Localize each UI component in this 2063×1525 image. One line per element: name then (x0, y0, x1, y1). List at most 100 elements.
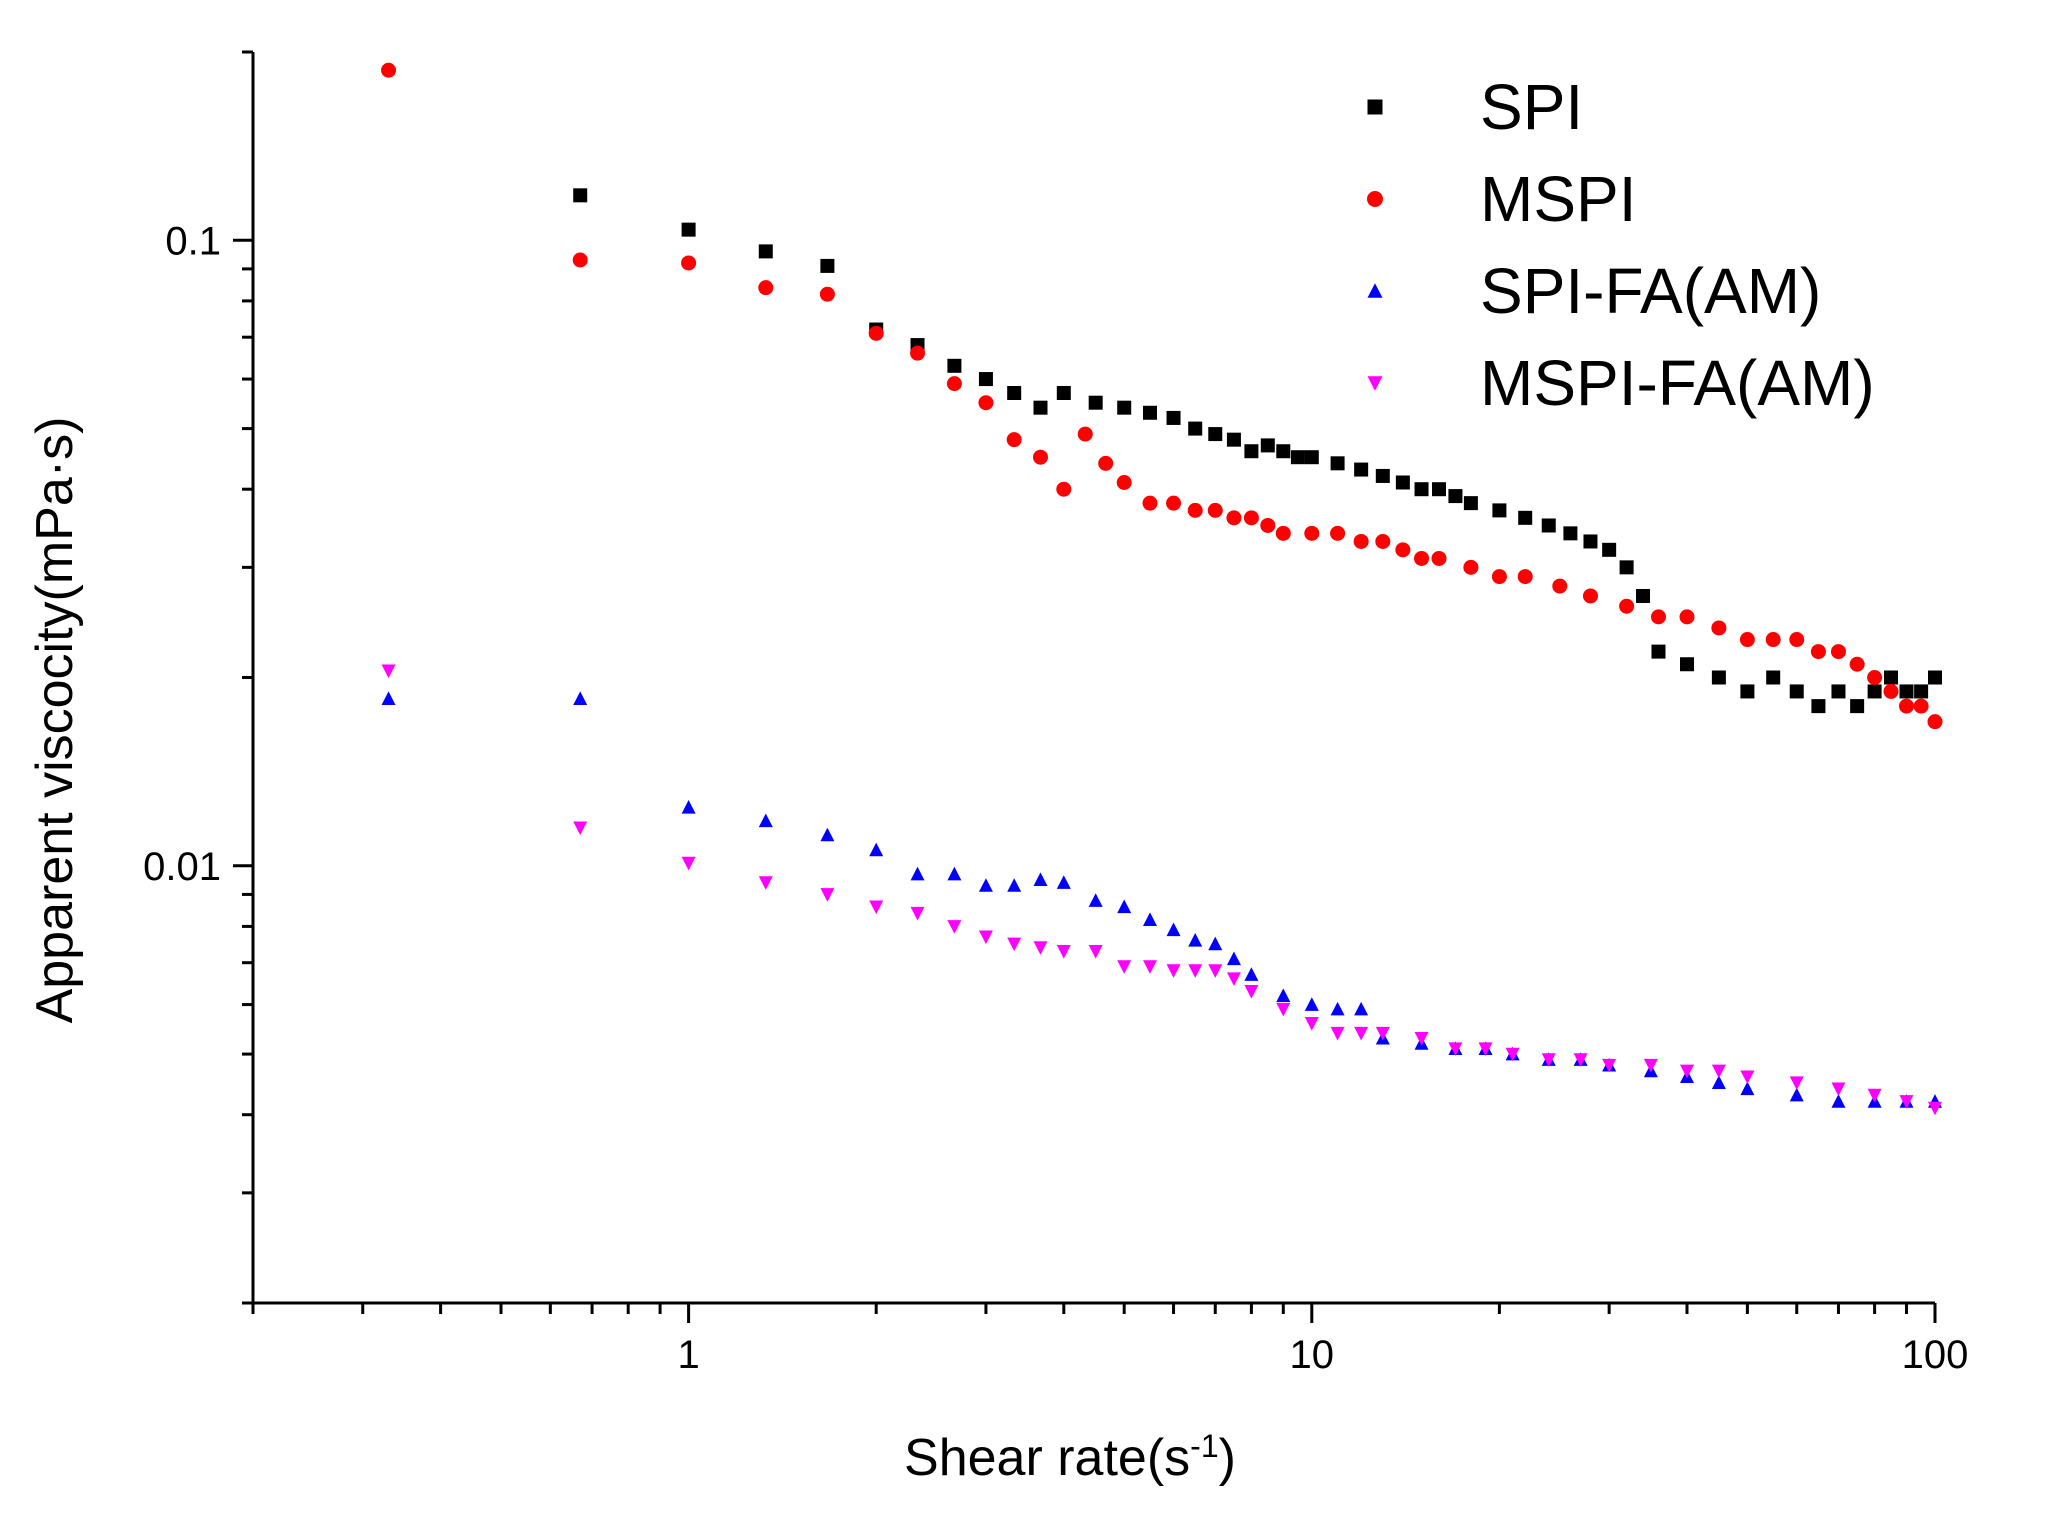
legend-marker-mspi-fa-am (1367, 376, 1383, 391)
data-point-mspi-fa-am (1117, 960, 1132, 974)
data-point-spi (947, 358, 962, 373)
data-point-mspi-fa-am (1414, 1031, 1429, 1046)
data-point-spi-fa-am (1244, 967, 1259, 981)
data-point-spi (1188, 421, 1203, 436)
data-point-spi-fa-am (1088, 893, 1103, 907)
data-point-mspi (1849, 656, 1865, 672)
data-point-mspi (1142, 495, 1158, 511)
data-point-spi-fa-am (381, 691, 396, 705)
data-point-mspi-fa-am (910, 906, 925, 921)
data-point-spi (1166, 410, 1181, 425)
data-point-mspi (868, 325, 884, 341)
data-point-spi (1330, 456, 1345, 471)
data-point-mspi (1243, 510, 1259, 526)
data-point-mspi (1765, 632, 1781, 648)
y-tick-label: 0.01 (143, 845, 221, 889)
data-point-mspi (1711, 620, 1727, 636)
data-point-spi (1711, 670, 1726, 685)
data-point-mspi-fa-am (1643, 1058, 1658, 1073)
data-point-spi-fa-am (681, 800, 696, 814)
data-point-mspi-fa-am (820, 888, 835, 902)
data-point-mspi-fa-am (758, 876, 773, 890)
data-point-mspi (1353, 533, 1369, 549)
data-point-mspi (1187, 502, 1203, 518)
data-point-mspi-fa-am (1375, 1026, 1390, 1041)
data-point-mspi-fa-am (1226, 972, 1241, 986)
data-point-mspi-fa-am (1505, 1047, 1520, 1062)
legend-label-spi-fa-am: SPI-FA(AM) (1480, 255, 1821, 327)
data-point-spi-fa-am (1188, 933, 1203, 947)
data-point-mspi (1830, 644, 1846, 660)
data-point-mspi (1056, 481, 1072, 497)
data-point-mspi (1491, 569, 1507, 585)
data-point-spi (1680, 657, 1695, 672)
data-point-spi (1007, 385, 1022, 400)
x-tick-label: 100 (1902, 1333, 1969, 1377)
data-point-spi (1448, 489, 1463, 504)
data-point-mspi (1226, 510, 1242, 526)
data-point-mspi (1375, 533, 1391, 549)
data-point-mspi-fa-am (1354, 1026, 1369, 1041)
data-point-mspi-fa-am (1541, 1053, 1556, 1067)
data-point-mspi-fa-am (1244, 985, 1259, 999)
data-point-spi (1831, 684, 1846, 699)
data-point-spi (1850, 699, 1865, 714)
data-point-mspi (1260, 517, 1276, 533)
data-point-spi-fa-am (1740, 1081, 1755, 1096)
legend: SPI MSPI SPI-FA(AM) MSPI-FA(AM) (1367, 71, 1875, 419)
data-point-spi (1541, 518, 1556, 533)
data-point-mspi-fa-am (978, 930, 993, 945)
data-point-spi (1619, 560, 1634, 575)
data-point-spi (1226, 432, 1241, 447)
data-point-spi-fa-am (573, 691, 588, 705)
data-point-mspi (1431, 550, 1447, 566)
data-point-mspi (1789, 632, 1805, 648)
data-point-mspi (1679, 609, 1695, 625)
data-point-mspi (1098, 455, 1114, 471)
data-point-spi (1884, 670, 1899, 685)
data-point-spi (1056, 385, 1071, 400)
data-point-spi-fa-am (1789, 1087, 1804, 1102)
data-point-mspi-fa-am (1330, 1026, 1345, 1041)
legend-label-mspi: MSPI (1480, 163, 1636, 235)
data-point-spi-fa-am (1330, 1001, 1345, 1016)
data-point-mspi-fa-am (1867, 1088, 1882, 1103)
data-point-mspi-fa-am (1276, 1002, 1291, 1017)
data-point-spi (1117, 400, 1132, 415)
data-point-mspi (758, 280, 774, 296)
data-point-spi (1899, 684, 1914, 699)
data-point-spi (1492, 503, 1507, 518)
data-point-spi (1414, 482, 1429, 497)
data-point-mspi (1207, 502, 1223, 518)
data-point-mspi (1867, 670, 1883, 685)
data-point-mspi-fa-am (1088, 944, 1103, 959)
data-point-spi-fa-am (869, 842, 884, 857)
data-point-spi (1088, 395, 1103, 410)
x-tick-label: 1 (677, 1333, 699, 1377)
data-point-mspi (1414, 550, 1430, 566)
series-mspi (381, 62, 1943, 730)
data-point-spi (1375, 468, 1390, 483)
data-point-spi (1208, 427, 1223, 442)
axes: 1 10 100 0.01 0.1 (143, 50, 1969, 1377)
data-point-spi (1583, 534, 1598, 549)
data-point-mspi-fa-am (869, 900, 884, 915)
data-point-mspi (572, 252, 588, 268)
data-point-spi (1740, 684, 1755, 699)
data-point-spi (1304, 450, 1319, 465)
data-point-spi (1518, 510, 1533, 525)
data-point-spi (1290, 450, 1305, 465)
data-point-spi (1463, 496, 1478, 511)
data-point-spi (1789, 684, 1804, 699)
data-point-spi-fa-am (1033, 872, 1048, 887)
data-point-spi (1276, 444, 1291, 459)
data-point-mspi (1304, 525, 1320, 541)
data-point-spi (681, 222, 696, 237)
data-point-mspi (1116, 474, 1132, 490)
data-point-mspi (1330, 525, 1346, 541)
data-point-spi-fa-am (1354, 1001, 1369, 1016)
legend-label-mspi-fa-am: MSPI-FA(AM) (1480, 347, 1875, 419)
data-point-mspi (1552, 578, 1568, 594)
